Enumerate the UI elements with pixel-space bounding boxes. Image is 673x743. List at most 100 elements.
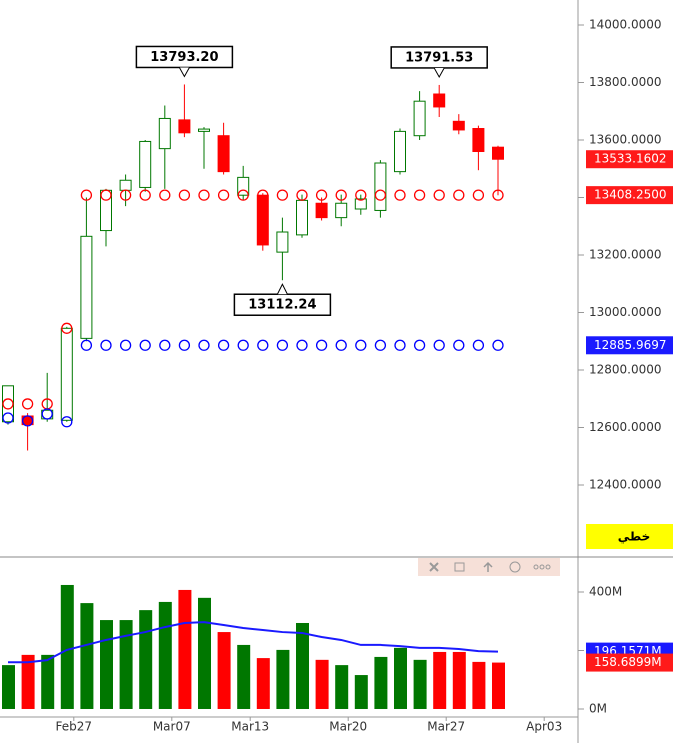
- level-marker: [492, 339, 504, 351]
- price-marker: [586, 186, 673, 205]
- scale-mode-button[interactable]: [586, 524, 673, 549]
- price-marker-label: 13533.1602: [594, 152, 667, 166]
- level-marker: [296, 339, 308, 351]
- level-marker: [119, 189, 132, 201]
- level-marker: [119, 339, 132, 351]
- level-marker: [217, 189, 230, 201]
- volume-bar: [276, 649, 290, 709]
- y-tick-label: 12600.0000: [589, 420, 662, 434]
- y-tick-label: 13000.0000: [589, 305, 662, 319]
- level-marker: [335, 189, 347, 201]
- level-marker: [276, 189, 289, 201]
- more-icon[interactable]: [533, 564, 551, 570]
- level-marker: [394, 189, 406, 201]
- annotation-pointer: [276, 283, 288, 295]
- level-marker: [198, 339, 210, 351]
- candle-body: [256, 194, 269, 246]
- level-marker: [2, 412, 14, 424]
- level-marker: [394, 339, 406, 351]
- candle-body: [433, 93, 446, 108]
- level-marker: [237, 339, 249, 351]
- volume-bar: [472, 661, 486, 709]
- volume-bar: [335, 665, 349, 709]
- level-marker: [433, 339, 445, 351]
- candle-body: [60, 327, 73, 421]
- level-marker: [100, 189, 112, 201]
- candle-body: [354, 198, 367, 210]
- level-marker: [257, 189, 269, 201]
- annotation-label: 13791.53: [405, 50, 473, 65]
- candle-body: [100, 189, 112, 232]
- volume-bar: [452, 651, 466, 709]
- volume-average-line: [8, 621, 499, 664]
- level-marker: [355, 339, 367, 351]
- volume-bar: [198, 597, 211, 709]
- level-marker: [433, 189, 445, 201]
- maximize-icon[interactable]: [454, 562, 465, 572]
- price-marker: [586, 336, 673, 355]
- level-marker: [335, 339, 347, 351]
- price-marker: [586, 653, 673, 672]
- up-icon[interactable]: [483, 561, 493, 572]
- level-marker: [276, 339, 289, 351]
- x-tick-label: Feb27: [56, 720, 93, 734]
- close-icon[interactable]: [429, 562, 439, 572]
- volume-bar: [100, 620, 113, 709]
- candle-body: [296, 199, 308, 236]
- level-marker: [178, 339, 191, 351]
- volume-bar: [217, 632, 231, 709]
- candle-body: [217, 135, 230, 173]
- candle-body: [198, 128, 210, 132]
- panel-toolbar: [418, 558, 560, 576]
- volume-bar: [296, 622, 309, 709]
- level-marker: [178, 189, 191, 201]
- candle-body: [472, 128, 485, 153]
- price-marker: [586, 150, 673, 169]
- candle-body: [374, 162, 387, 211]
- candle-body: [394, 130, 406, 173]
- level-marker: [355, 189, 367, 201]
- level-marker: [217, 339, 230, 351]
- volume-bar: [237, 644, 251, 709]
- level-marker: [315, 339, 328, 351]
- y-tick-label: 400M: [589, 584, 622, 598]
- level-marker: [237, 189, 249, 201]
- level-marker: [41, 408, 53, 420]
- y-tick-label: 13800.0000: [589, 75, 662, 89]
- level-marker: [374, 189, 387, 201]
- candle-body: [276, 231, 289, 253]
- settings-icon[interactable]: [509, 561, 521, 573]
- x-tick-label: Mar20: [329, 720, 367, 734]
- annotation-pointer: [178, 67, 190, 78]
- annotation: 13791.53: [390, 46, 488, 78]
- level-marker: [80, 339, 93, 351]
- candle-body: [413, 100, 426, 137]
- annotation-pointer: [433, 67, 445, 78]
- y-tick-label: 13200.0000: [589, 248, 662, 262]
- level-marker: [472, 339, 485, 351]
- candle-body: [158, 117, 171, 150]
- volume-bar: [21, 654, 35, 709]
- level-marker: [374, 339, 387, 351]
- level-marker: [413, 189, 426, 201]
- level-marker: [139, 189, 151, 201]
- candle-body: [2, 385, 14, 423]
- candle-body: [119, 179, 132, 191]
- level-marker: [198, 189, 210, 201]
- candle-body: [237, 176, 250, 196]
- volume-bar: [2, 665, 15, 709]
- volume-bar: [158, 601, 172, 709]
- y-tick-label: 0M: [589, 701, 607, 715]
- volume-bar: [139, 610, 153, 709]
- scale-mode-label: خطي: [618, 530, 650, 544]
- level-marker: [472, 189, 485, 201]
- price-marker-label: 158.6899M: [594, 655, 662, 669]
- annotation-label: 13112.24: [248, 298, 316, 313]
- candle-body: [315, 202, 328, 219]
- y-tick-label: 13600.0000: [589, 133, 662, 147]
- volume-bar: [80, 603, 94, 709]
- volume-bar: [315, 659, 329, 709]
- level-marker: [453, 189, 465, 201]
- y-tick-label: 14000.0000: [589, 18, 662, 32]
